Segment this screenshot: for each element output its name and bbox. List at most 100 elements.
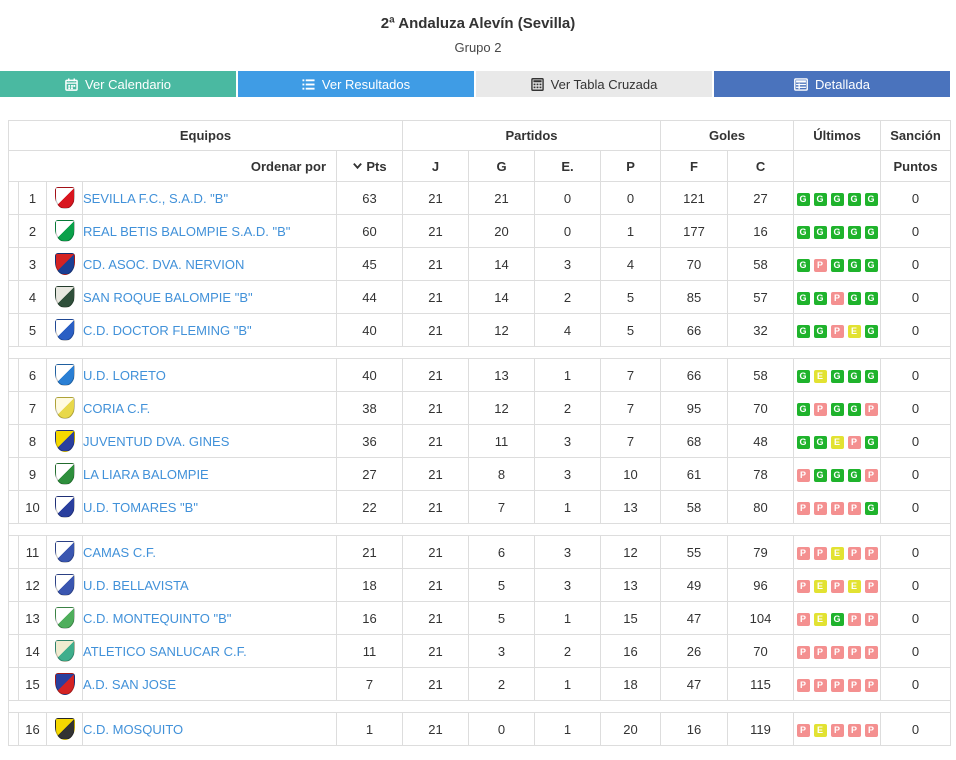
row-leading-blank — [8, 358, 19, 392]
form-badge: G — [864, 192, 878, 206]
lost-cell: 0 — [600, 181, 662, 215]
table-row: 4 SAN ROQUE BALOMPIE "B" 44 21 14 2 5 85… — [8, 280, 952, 314]
form-badge: G — [830, 468, 844, 482]
team-cell: CD. ASOC. DVA. NERVION — [82, 247, 337, 281]
form-badge: P — [796, 468, 810, 482]
team-link[interactable]: CORIA C.F. — [83, 400, 151, 416]
team-link[interactable]: SEVILLA F.C., S.A.D. "B" — [83, 190, 229, 206]
team-cell: U.D. TOMARES "B" — [82, 490, 337, 524]
team-link[interactable]: U.D. LORETO — [83, 367, 166, 383]
team-crest-icon — [54, 397, 75, 419]
row-leading-blank — [8, 568, 19, 602]
goals-against-cell: 16 — [727, 214, 795, 248]
goals-against-cell: 80 — [727, 490, 795, 524]
form-badge: G — [864, 369, 878, 383]
pts-cell: 18 — [335, 568, 404, 602]
team-link[interactable]: C.D. MONTEQUINTO "B" — [83, 610, 232, 626]
sort-pts-header[interactable]: Pts — [335, 150, 404, 182]
goals-for-cell: 16 — [660, 712, 729, 746]
lost-cell: 7 — [600, 358, 662, 392]
team-link[interactable]: CAMAS C.F. — [83, 544, 156, 560]
team-link[interactable]: C.D. MOSQUITO — [83, 721, 184, 737]
table-row: 1 SEVILLA F.C., S.A.D. "B" 63 21 21 0 0 … — [8, 181, 952, 215]
team-link[interactable]: U.D. TOMARES "B" — [83, 499, 198, 515]
row-leading-blank — [8, 601, 19, 635]
form-badge: P — [830, 645, 844, 659]
goals-for-cell: 26 — [660, 634, 729, 668]
played-cell: 21 — [402, 391, 470, 425]
position-cell: 12 — [18, 568, 47, 602]
sancion-cell: 0 — [880, 280, 952, 314]
table-row: 8 JUVENTUD DVA. GINES 36 21 11 3 7 68 48… — [8, 424, 952, 458]
form-badge: G — [796, 369, 810, 383]
played-cell: 21 — [402, 568, 470, 602]
position-cell: 6 — [18, 358, 47, 392]
team-crest-icon — [54, 718, 75, 740]
sancion-cell: 0 — [880, 712, 952, 746]
ordenar-por-label: Ordenar por — [8, 150, 337, 182]
drawn-cell: 3 — [534, 568, 602, 602]
pts-cell: 21 — [335, 535, 404, 569]
form-badge: E — [847, 579, 861, 593]
played-cell: 21 — [402, 535, 470, 569]
team-link[interactable]: C.D. DOCTOR FLEMING "B" — [83, 322, 252, 338]
position-cell: 3 — [18, 247, 47, 281]
team-crest-icon — [54, 364, 75, 386]
goals-against-cell: 115 — [727, 667, 795, 701]
form-badge: P — [796, 546, 810, 560]
drawn-cell: 2 — [534, 280, 602, 314]
lost-cell: 5 — [600, 280, 662, 314]
team-link[interactable]: U.D. BELLAVISTA — [83, 577, 189, 593]
drawn-cell: 1 — [534, 667, 602, 701]
played-cell: 21 — [402, 457, 470, 491]
goals-for-cell: 47 — [660, 601, 729, 635]
lost-cell: 7 — [600, 391, 662, 425]
sancion-cell: 0 — [880, 667, 952, 701]
form-badge: P — [847, 612, 861, 626]
pts-cell: 44 — [335, 280, 404, 314]
form-badge: P — [796, 612, 810, 626]
won-cell: 5 — [468, 601, 536, 635]
crest-cell — [46, 424, 83, 458]
tab-ver-resultados[interactable]: Ver Resultados — [238, 71, 474, 97]
pts-cell: 63 — [335, 181, 404, 215]
team-link[interactable]: SAN ROQUE BALOMPIE "B" — [83, 289, 253, 305]
row-leading-blank — [8, 391, 19, 425]
form-badge: E — [830, 546, 844, 560]
tab-ver-tabla-cruzada[interactable]: Ver Tabla Cruzada — [476, 71, 712, 97]
tab-detallada[interactable]: Detallada — [714, 71, 950, 97]
drawn-cell: 3 — [534, 424, 602, 458]
sancion-cell: 0 — [880, 634, 952, 668]
crest-cell — [46, 601, 83, 635]
team-link[interactable]: JUVENTUD DVA. GINES — [83, 433, 230, 449]
separator-cell — [7, 346, 952, 359]
position-cell: 11 — [18, 535, 47, 569]
position-cell: 16 — [18, 712, 47, 746]
goals-for-cell: 58 — [660, 490, 729, 524]
team-link[interactable]: CD. ASOC. DVA. NERVION — [83, 256, 245, 272]
team-link[interactable]: A.D. SAN JOSE — [83, 676, 177, 692]
form-badge: G — [813, 324, 827, 338]
drawn-cell: 1 — [534, 490, 602, 524]
form-badge: G — [864, 225, 878, 239]
tab-ver-calendario[interactable]: Ver Calendario — [0, 71, 236, 97]
form-badge: G — [796, 402, 810, 416]
sancion-cell: 0 — [880, 601, 952, 635]
form-badge: P — [813, 258, 827, 272]
form-badge: P — [830, 501, 844, 515]
crest-cell — [46, 535, 83, 569]
team-cell: U.D. LORETO — [82, 358, 337, 392]
team-link[interactable]: ATLETICO SANLUCAR C.F. — [83, 643, 247, 659]
won-cell: 13 — [468, 358, 536, 392]
form-badge: P — [813, 402, 827, 416]
position-cell: 1 — [18, 181, 47, 215]
separator-cell — [7, 523, 952, 536]
team-link[interactable]: LA LIARA BALOMPIE — [83, 466, 209, 482]
goals-against-cell: 78 — [727, 457, 795, 491]
team-link[interactable]: REAL BETIS BALOMPIE S.A.D. "B" — [83, 223, 291, 239]
chevron-down-icon — [352, 159, 363, 174]
